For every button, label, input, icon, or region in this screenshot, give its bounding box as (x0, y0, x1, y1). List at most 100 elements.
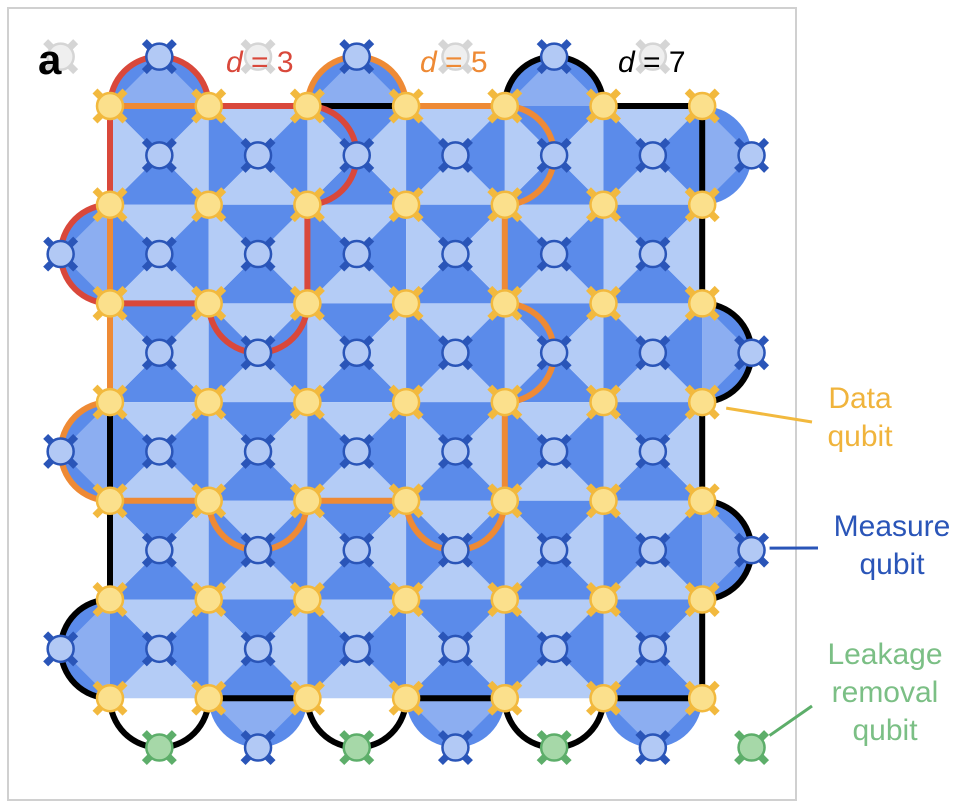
distance-symbol: d (226, 46, 244, 79)
qubit-dot (490, 683, 520, 713)
measure-qubit (141, 532, 177, 568)
qubit-dot (441, 42, 470, 71)
measure-qubit (437, 236, 473, 272)
tile-wedge (159, 303, 209, 403)
qubit-dot (391, 585, 421, 614)
measure-qubit (536, 137, 572, 173)
qubit-dot (293, 486, 322, 516)
measure-qubit (536, 236, 572, 272)
tile-wedge (455, 402, 505, 501)
tile-wedge (307, 303, 407, 353)
qubit-dot (145, 535, 174, 565)
tile-wedge (307, 254, 407, 304)
data-qubit (586, 384, 621, 420)
legend-line: qubit (852, 714, 918, 747)
qubit-dot (539, 535, 569, 565)
qubit-dot (539, 437, 569, 466)
measure-qubit (734, 335, 770, 371)
tile-wedge (406, 204, 456, 304)
qubit-dot (293, 585, 322, 614)
tile-wedge (603, 500, 653, 600)
qubit-dot (441, 338, 470, 367)
tile-wedge (504, 451, 604, 501)
measure-qubit (141, 39, 177, 75)
data-qubit (586, 582, 621, 617)
data-qubit (191, 483, 227, 519)
data-qubit (191, 582, 227, 617)
qubit-dot (737, 535, 766, 565)
measure-qubit (437, 335, 473, 371)
tile-wedge (603, 402, 653, 501)
tile-wedge (159, 500, 209, 600)
tile-wedge (208, 204, 308, 255)
tile-wedge (504, 500, 604, 551)
tile-wedge (554, 500, 604, 600)
data-qubit (684, 285, 720, 321)
qubit-dot (145, 338, 174, 367)
qubit-dot (95, 190, 125, 219)
measure-qubit (437, 631, 473, 667)
qubit-dot (737, 338, 766, 367)
qubit-dot (145, 141, 174, 170)
data-qubit (586, 680, 621, 716)
tile-wedge (406, 599, 505, 649)
tile-wedge (504, 303, 604, 353)
measure-qubit (635, 137, 671, 173)
tile-wedge (307, 500, 407, 551)
qubit-dot (194, 91, 223, 121)
tile-wedge (652, 599, 703, 699)
inactive-qubit (240, 39, 276, 75)
qubit-dot (441, 733, 470, 762)
qubit-dot (441, 239, 470, 269)
qubit-dot (145, 42, 174, 71)
qubit-dot (687, 585, 717, 614)
distance-value: 3 (277, 46, 294, 79)
tile-wedge (406, 303, 456, 403)
measure-qubit (437, 433, 473, 469)
boundary-stabilizer-inner (702, 303, 752, 403)
boundary-stabilizer-inner (702, 106, 752, 205)
qubit-dot (638, 535, 668, 565)
measure-qubit (240, 631, 276, 667)
tile-wedge (406, 648, 505, 699)
tile-wedge (652, 106, 703, 205)
tile-wedge (652, 500, 703, 600)
qubit-dot (342, 42, 371, 71)
data-qubit (388, 384, 424, 420)
boundary-stabilizer-inner (60, 402, 110, 501)
qubit-dot (638, 634, 668, 664)
tile-wedge (307, 204, 407, 255)
tile-wedge (406, 451, 505, 501)
qubit-dot (737, 141, 766, 170)
tile-wedge (208, 106, 259, 205)
measure-qubit (635, 532, 671, 568)
tile-wedge (603, 303, 653, 403)
tile-wedge (504, 352, 604, 403)
data-qubit (92, 285, 128, 321)
measure-qubit (635, 335, 671, 371)
tile-wedge (110, 106, 160, 205)
tile-wedge (455, 106, 505, 205)
tile-wedge (110, 303, 160, 403)
tile-wedge (307, 500, 357, 600)
data-qubit (289, 285, 325, 321)
measure-qubit (339, 433, 375, 469)
boundary-stabilizer-inner (406, 698, 505, 748)
tile-wedge (258, 402, 308, 501)
qubit-dot (95, 91, 125, 121)
data-qubit (191, 88, 227, 124)
boundary-stabilizer-inner (307, 56, 407, 106)
qubit-dot (490, 486, 520, 516)
measure-qubit (240, 335, 276, 371)
qubit-dot (589, 486, 618, 516)
data-qubit (586, 187, 621, 223)
qubit-dot (194, 190, 223, 219)
qubit-dot (441, 634, 470, 664)
data-qubit (388, 187, 424, 223)
tile-wedge (504, 599, 604, 649)
measure-qubit (141, 137, 177, 173)
qubit-dot (95, 289, 125, 318)
tile-wedge (110, 599, 160, 699)
boundary-stabilizer-inner (60, 204, 110, 304)
